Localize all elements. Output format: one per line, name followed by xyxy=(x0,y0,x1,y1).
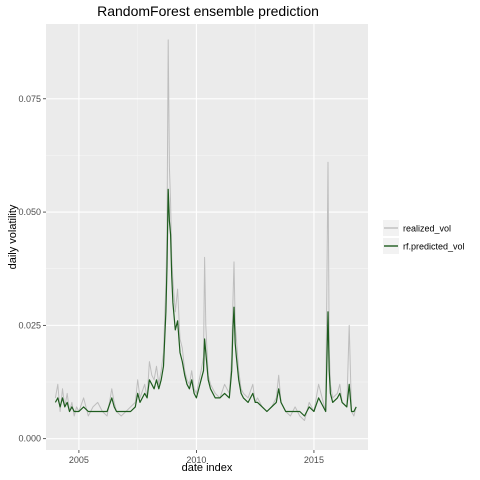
chart-title: RandomForest ensemble prediction xyxy=(97,3,319,19)
x-tick-label: 2005 xyxy=(69,455,89,465)
y-axis-title: daily volatility xyxy=(7,204,19,269)
y-tick-label: 0.075 xyxy=(18,94,41,104)
y-axis: 0.000 0.025 0.050 0.075 xyxy=(18,94,46,444)
series-line-realized-vol xyxy=(54,39,357,421)
legend: realized_vol rf.predicted_vol xyxy=(383,220,465,254)
y-tick-label: 0.000 xyxy=(18,434,41,444)
x-tick-label: 2010 xyxy=(186,455,206,465)
x-axis-title: date index xyxy=(182,462,233,474)
series-line-rf-predicted-vol xyxy=(54,188,357,417)
series-layer xyxy=(54,39,357,421)
grid-lines xyxy=(46,24,368,450)
legend-label: realized_vol xyxy=(403,224,451,234)
y-tick-label: 0.050 xyxy=(18,207,41,217)
legend-label: rf.predicted_vol xyxy=(403,242,465,252)
x-tick-label: 2015 xyxy=(304,455,324,465)
x-axis: 2005 2010 2015 xyxy=(69,450,324,465)
y-tick-label: 0.025 xyxy=(18,320,41,330)
plot-panel xyxy=(46,24,368,450)
